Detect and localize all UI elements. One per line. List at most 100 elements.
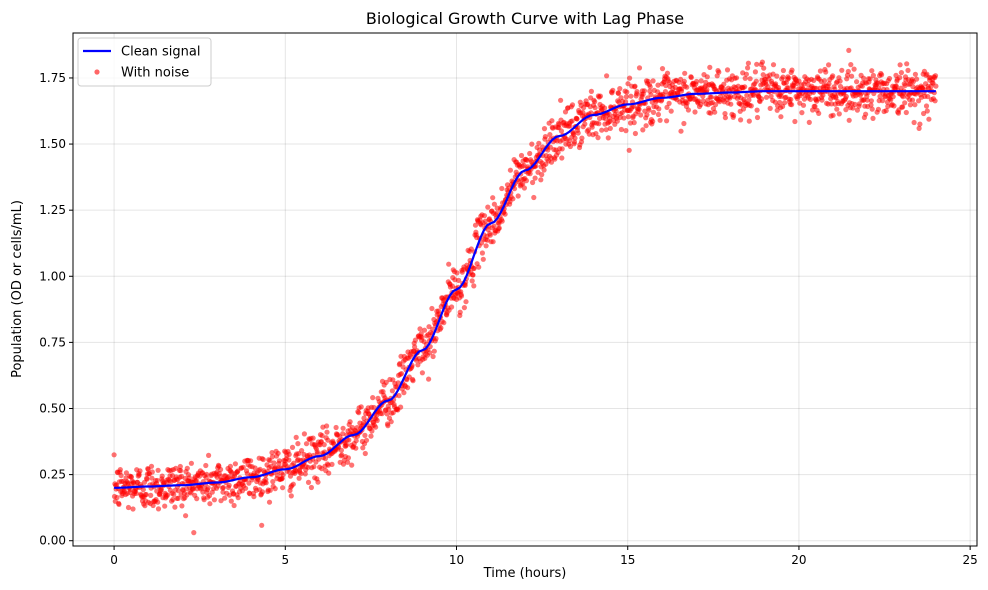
noisy-point [559,146,565,152]
noisy-point [240,464,246,470]
noisy-point [849,73,855,79]
noisy-point [678,128,684,134]
noisy-point [559,155,565,161]
x-tick-label: 20 [791,553,806,567]
noisy-point [303,441,310,447]
noisy-point [383,379,389,385]
noisy-point [770,62,777,68]
noisy-point [883,108,889,114]
noisy-point [826,81,832,87]
noisy-point [481,213,488,219]
noisy-point [592,105,598,111]
noisy-point [521,185,528,191]
noisy-point [647,84,653,90]
noisy-point [116,501,122,507]
noisy-point [263,480,269,486]
noisy-point [724,67,731,73]
noisy-point [854,107,861,113]
noisy-point [650,118,656,124]
noisy-point [905,67,911,73]
noisy-point [863,111,869,117]
noisy-point [592,99,598,105]
noisy-point [538,177,544,183]
noisy-point [322,456,328,462]
noisy-point [681,78,687,84]
noisy-point [316,456,322,462]
noisy-point [932,98,938,104]
noisy-point [837,78,843,84]
noisy-point [746,97,752,103]
noisy-point [155,499,161,505]
noisy-point [298,471,304,477]
noisy-point [898,70,905,76]
noisy-point [499,218,505,224]
noisy-point [388,419,394,425]
noisy-point [707,64,713,70]
noisy-point [911,119,917,126]
noisy-point [148,463,155,469]
noisy-point [398,404,404,410]
noisy-point [231,502,237,509]
noisy-point [902,100,908,106]
noisy-point [280,485,286,491]
noisy-point [745,65,751,71]
x-axis-ticks: 0 5 10 15 20 25 [110,546,978,567]
noisy-point [870,115,876,121]
noisy-point [235,495,241,501]
noisy-point [140,487,146,493]
noisy-point [345,459,351,465]
noisy-point [792,118,798,125]
noisy-point [786,75,792,81]
noisy-point [205,485,211,491]
noisy-point [259,489,266,495]
noisy-point [433,336,439,342]
noisy-point [763,94,770,100]
noisy-point [149,475,155,481]
noisy-point [851,66,857,72]
noisy-point [628,93,634,99]
noisy-point [747,76,753,82]
noisy-point [296,475,302,481]
noisy-point [716,69,722,75]
noisy-point [419,334,425,341]
noisy-point [932,73,939,79]
noisy-point [870,72,877,79]
noisy-point [363,437,370,443]
noisy-point [362,432,368,438]
noisy-point [698,78,704,84]
noisy-point [360,445,366,451]
noisy-point [615,90,622,96]
noisy-point [531,194,537,201]
noisy-point [610,87,616,93]
noisy-point [458,293,465,299]
noisy-point [191,530,197,536]
noisy-point [632,83,638,89]
noisy-point [869,68,875,74]
noisy-point [144,476,150,482]
noisy-point [579,135,585,141]
noisy-point [247,491,253,497]
noisy-point [410,378,416,384]
noisy-point [617,86,623,92]
noisy-point [627,75,633,81]
noisy-point [891,103,897,109]
noisy-point [248,458,254,464]
noisy-point [760,72,766,78]
noisy-point [618,126,625,133]
noisy-point [170,496,176,503]
noisy-point [345,455,351,461]
noisy-point [547,144,553,150]
noisy-point [738,117,744,123]
noisy-point [259,522,265,528]
noisy-point [659,66,666,72]
noisy-point [631,120,637,126]
noisy-point [826,62,832,68]
noisy-point [622,99,629,105]
x-axis-label: Time (hours) [483,566,567,581]
noisy-point [921,110,927,117]
noisy-point [632,130,639,137]
legend-label-clean-signal: Clean signal [121,45,200,60]
noisy-point [753,78,759,84]
noisy-point [130,506,136,512]
noisy-point [479,250,485,256]
